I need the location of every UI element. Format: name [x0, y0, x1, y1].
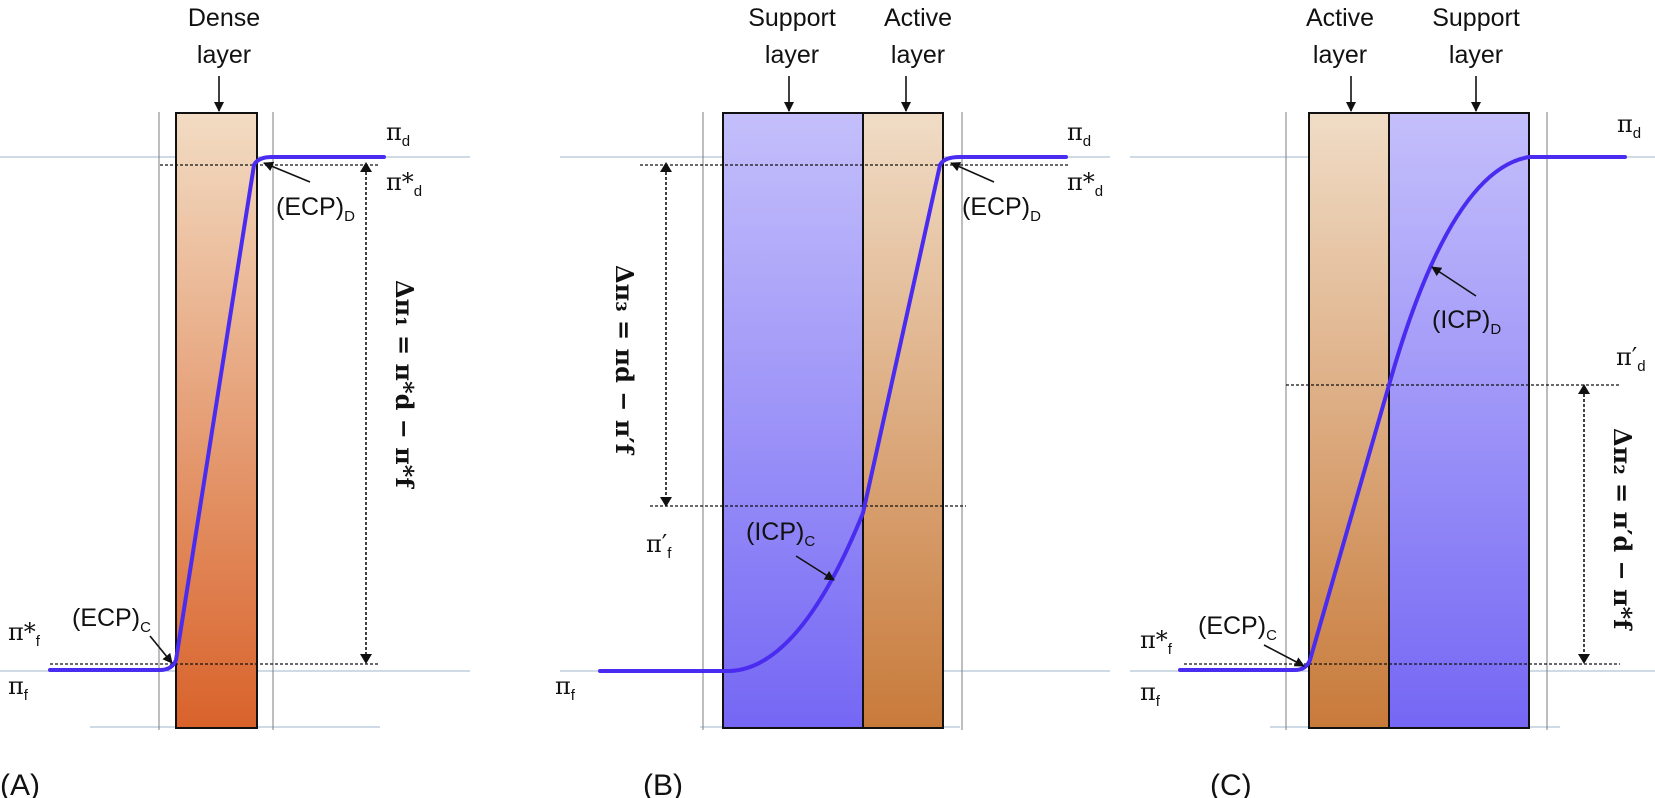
ecp-d-arrow — [263, 161, 311, 183]
concentration-profile — [1178, 155, 1627, 672]
pi-star-f-label: π*f — [8, 618, 41, 650]
pi-star-d-label: π*d — [386, 168, 422, 200]
icp-c-arrow — [795, 555, 835, 581]
panel-b-label: (B) — [643, 769, 683, 798]
delta-pi-3-equation: Δπ₃ = πd − π′f — [610, 265, 639, 456]
pi-star-f-label: π*f — [1140, 626, 1173, 658]
support-layer-title-2: layer — [765, 41, 819, 69]
delta-pi-2-equation: Δπ₂ = π′d − π*f — [1608, 428, 1637, 631]
panel-c: Active layer Support layer πd (ICP)D π′d… — [1130, 4, 1655, 798]
ecp-d-label: (ECP)D — [962, 193, 1041, 225]
dense-layer-title-1: Dense — [188, 4, 260, 32]
active-layer — [1308, 112, 1390, 729]
delta-pi-1-arrow-head-top — [360, 162, 372, 172]
pi-prime-f-label: π′f — [646, 530, 672, 562]
concentration-profile — [598, 155, 1068, 673]
active-layer-title-2: layer — [891, 41, 945, 69]
support-layer-title-1: Support — [1432, 4, 1520, 32]
pi-d-label: πd — [1617, 110, 1641, 142]
panel-a-label: (A) — [0, 769, 40, 798]
icp-d-arrow — [1431, 266, 1477, 297]
concentration-profile — [48, 155, 386, 672]
ecp-c-arrow — [1263, 644, 1305, 667]
icp-d-label: (ICP)D — [1432, 306, 1501, 338]
dense-layer-title-2: layer — [197, 41, 251, 69]
ecp-d-arrow — [950, 162, 995, 183]
active-layer-title-2: layer — [1313, 41, 1367, 69]
panel-a: Dense layer πd π*d (ECP)D (ECP)C π*f πf … — [0, 4, 470, 798]
ecp-c-label: (ECP)C — [72, 604, 151, 636]
pi-f-label: πf — [555, 672, 576, 704]
active-layer-title-1: Active — [884, 4, 952, 32]
support-layer-title-2: layer — [1449, 41, 1503, 69]
support-layer — [1388, 112, 1530, 729]
ecp-c-label: (ECP)C — [1198, 612, 1277, 644]
active-layer-title-1: Active — [1306, 4, 1374, 32]
ecp-c-arrow — [149, 635, 173, 664]
support-layer-title-1: Support — [748, 4, 836, 32]
ecp-d-label: (ECP)D — [276, 193, 355, 225]
dense-layer — [175, 112, 258, 729]
pi-d-label: πd — [386, 118, 410, 150]
support-layer — [722, 112, 864, 729]
panel-c-label: (C) — [1210, 769, 1252, 798]
delta-pi-3-arrow-head-top — [660, 162, 672, 172]
pi-star-d-label: π*d — [1067, 168, 1103, 200]
delta-pi-2-arrow-head-bottom — [1578, 654, 1590, 664]
delta-pi-3-arrow-head-bottom — [660, 497, 672, 507]
pi-prime-d-label: π′d — [1616, 343, 1646, 375]
delta-pi-1-arrow-head-bottom — [360, 654, 372, 664]
panel-b: Support layer Active layer πd π*d (ECP)D… — [555, 4, 1110, 798]
icp-c-label: (ICP)C — [746, 518, 815, 550]
pi-d-label: πd — [1067, 118, 1091, 150]
pi-f-label: πf — [8, 672, 29, 704]
delta-pi-1-equation: Δπ₁ = π*d − π*f — [390, 280, 419, 489]
pi-f-label: πf — [1140, 678, 1161, 710]
delta-pi-2-arrow-head-top — [1578, 384, 1590, 394]
